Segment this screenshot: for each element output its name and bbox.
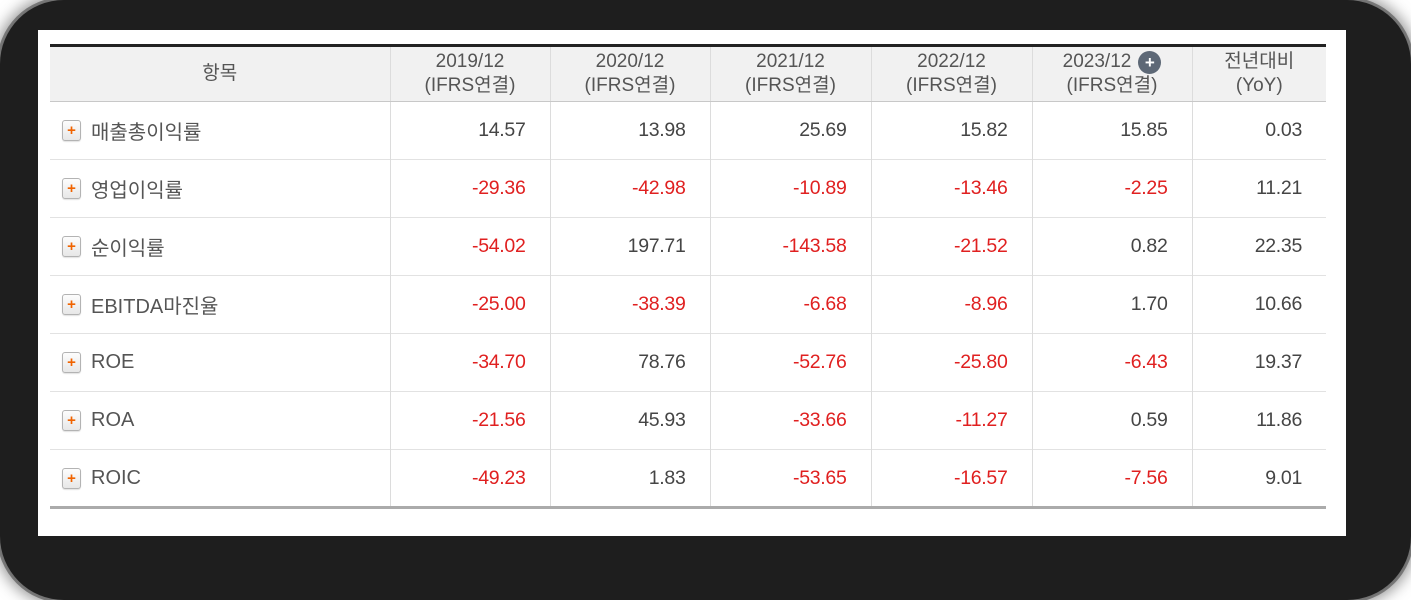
expand-row-plus-icon[interactable]: + bbox=[62, 236, 81, 257]
value-cell: 45.93 bbox=[549, 391, 710, 450]
value-cell: -38.39 bbox=[549, 275, 710, 334]
value-cell: -52.76 bbox=[709, 333, 871, 392]
row-label: ROA bbox=[91, 409, 135, 431]
table-header: 항목 2019/12 (IFRS연결) 2020/12 (IFRS연결) 2021/12… bbox=[50, 44, 1326, 102]
value-cell: -10.89 bbox=[709, 159, 871, 218]
header-basis-label: (IFRS연결) bbox=[584, 75, 676, 96]
header-period-column: 2021/12 (IFRS연결) bbox=[709, 44, 871, 102]
value-cell: 1.70 bbox=[1031, 275, 1192, 334]
row-label-cell: + 영업이익률 bbox=[50, 159, 390, 218]
value-cell: 15.85 bbox=[1031, 101, 1192, 160]
row-label-cell: + ROIC bbox=[50, 449, 390, 509]
add-column-plus-icon[interactable]: + bbox=[1138, 50, 1162, 74]
value-cell: -49.23 bbox=[389, 449, 550, 509]
value-cell: -33.66 bbox=[709, 391, 871, 450]
value-cell: 22.35 bbox=[1191, 217, 1326, 276]
value-cell: -42.98 bbox=[549, 159, 710, 218]
header-period-column: 전년대비 (YoY) bbox=[1191, 44, 1326, 102]
value-cell: -25.80 bbox=[870, 333, 1032, 392]
header-period-column: 2022/12 (IFRS연결) bbox=[870, 44, 1032, 102]
header-period-label: 전년대비 bbox=[1224, 51, 1295, 73]
table-row: + 영업이익률 -29.36 -42.98 -10.89 -13.46 -2.25 11.21 bbox=[50, 159, 1326, 218]
expand-row-plus-icon[interactable]: + bbox=[62, 410, 81, 431]
row-label-cell: + 순이익률 bbox=[50, 217, 390, 276]
header-basis-label: (IFRS연결) bbox=[906, 75, 997, 96]
value-cell: -13.46 bbox=[870, 159, 1032, 218]
row-label-cell: + 매출총이익률 bbox=[50, 102, 390, 160]
table-row: + ROIC -49.23 1.83 -53.65 -16.57 -7.56 9.01 bbox=[50, 449, 1326, 509]
header-period-column: 2020/12 (IFRS연결) bbox=[549, 44, 710, 102]
row-label-cell: + ROA bbox=[50, 391, 390, 450]
value-cell: 11.86 bbox=[1191, 391, 1326, 450]
value-cell: 1.83 bbox=[549, 449, 710, 509]
expand-row-plus-icon[interactable]: + bbox=[62, 178, 81, 199]
header-period-label: 2021/12 bbox=[756, 51, 825, 73]
value-cell: -34.70 bbox=[389, 333, 550, 392]
value-cell: 15.82 bbox=[870, 101, 1032, 160]
value-cell: -11.27 bbox=[870, 391, 1032, 450]
value-cell: 0.03 bbox=[1191, 101, 1326, 160]
value-cell: -16.57 bbox=[870, 449, 1032, 509]
value-cell: -143.58 bbox=[709, 217, 871, 276]
row-label: 매출총이익률 bbox=[91, 122, 202, 144]
header-period-column: 2023/12 + (IFRS연결) bbox=[1031, 44, 1192, 102]
table-row: + ROA -21.56 45.93 -33.66 -11.27 0.59 11.86 bbox=[50, 391, 1326, 450]
value-cell: -21.52 bbox=[870, 217, 1032, 276]
value-cell: 11.21 bbox=[1191, 159, 1326, 218]
header-period-label: 2020/12 bbox=[595, 51, 665, 73]
header-basis-label: (IFRS연결) bbox=[745, 75, 836, 96]
value-cell: 14.57 bbox=[389, 101, 550, 160]
value-cell: -6.43 bbox=[1031, 333, 1192, 392]
row-label: 순이익률 bbox=[91, 238, 165, 260]
row-label: EBITDA마진율 bbox=[91, 296, 219, 318]
expand-row-plus-icon[interactable]: + bbox=[62, 294, 81, 315]
value-cell: -25.00 bbox=[389, 275, 550, 334]
expand-row-plus-icon[interactable]: + bbox=[62, 352, 81, 373]
financial-table-panel: 항목 2019/12 (IFRS연결) 2020/12 (IFRS연결) 2021/12… bbox=[38, 30, 1346, 536]
value-cell: -29.36 bbox=[389, 159, 550, 218]
row-label-cell: + EBITDA마진율 bbox=[50, 275, 390, 334]
header-item-label: 항목 bbox=[202, 63, 238, 85]
value-cell: 197.71 bbox=[549, 217, 710, 276]
header-basis-label: (YoY) bbox=[1235, 75, 1283, 96]
row-label: ROIC bbox=[91, 466, 141, 489]
value-cell: 25.69 bbox=[709, 101, 871, 160]
financial-ratios-table: 항목 2019/12 (IFRS연결) 2020/12 (IFRS연결) 2021/12… bbox=[50, 44, 1326, 509]
header-row: 항목 2019/12 (IFRS연결) 2020/12 (IFRS연결) 2021/12… bbox=[50, 44, 1326, 102]
header-item-column: 항목 bbox=[50, 44, 390, 102]
table-row: + EBITDA마진율 -25.00 -38.39 -6.68 -8.96 1.70 10.6… bbox=[50, 275, 1326, 334]
row-label-cell: + ROE bbox=[50, 333, 390, 392]
row-label: 영업이익률 bbox=[91, 180, 183, 202]
header-period-label: 2023/12 bbox=[1062, 51, 1132, 73]
value-cell: 10.66 bbox=[1191, 275, 1326, 334]
table-row: + 순이익률 -54.02 197.71 -143.58 -21.52 0.82 22.35 bbox=[50, 217, 1326, 276]
table-row: + ROE -34.70 78.76 -52.76 -25.80 -6.43 19.37 bbox=[50, 333, 1326, 392]
value-cell: 19.37 bbox=[1191, 333, 1326, 392]
header-period-column: 2019/12 (IFRS연결) bbox=[389, 44, 550, 102]
expand-row-plus-icon[interactable]: + bbox=[62, 467, 81, 489]
value-cell: -8.96 bbox=[870, 275, 1032, 334]
expand-row-plus-icon[interactable]: + bbox=[62, 120, 81, 141]
table-row: + 매출총이익률 14.57 13.98 25.69 15.82 15.85 0.03 bbox=[50, 101, 1326, 160]
header-basis-label: (IFRS연결) bbox=[1066, 75, 1158, 96]
table-body: + 매출총이익률 14.57 13.98 25.69 15.82 15.85 0.03 + 영업이… bbox=[50, 101, 1326, 509]
header-basis-label: (IFRS연결) bbox=[424, 75, 516, 96]
row-label: ROE bbox=[91, 351, 135, 373]
value-cell: -54.02 bbox=[389, 217, 550, 276]
value-cell: 78.76 bbox=[549, 333, 710, 392]
value-cell: -6.68 bbox=[709, 275, 871, 334]
value-cell: -7.56 bbox=[1031, 449, 1192, 509]
value-cell: -53.65 bbox=[709, 449, 871, 509]
value-cell: -2.25 bbox=[1031, 159, 1192, 218]
value-cell: -21.56 bbox=[389, 391, 550, 450]
value-cell: 13.98 bbox=[549, 101, 710, 160]
header-period-label: 2022/12 bbox=[917, 51, 986, 73]
value-cell: 9.01 bbox=[1191, 449, 1326, 509]
value-cell: 0.59 bbox=[1031, 391, 1192, 450]
value-cell: 0.82 bbox=[1031, 217, 1192, 276]
header-period-label: 2019/12 bbox=[435, 51, 505, 73]
